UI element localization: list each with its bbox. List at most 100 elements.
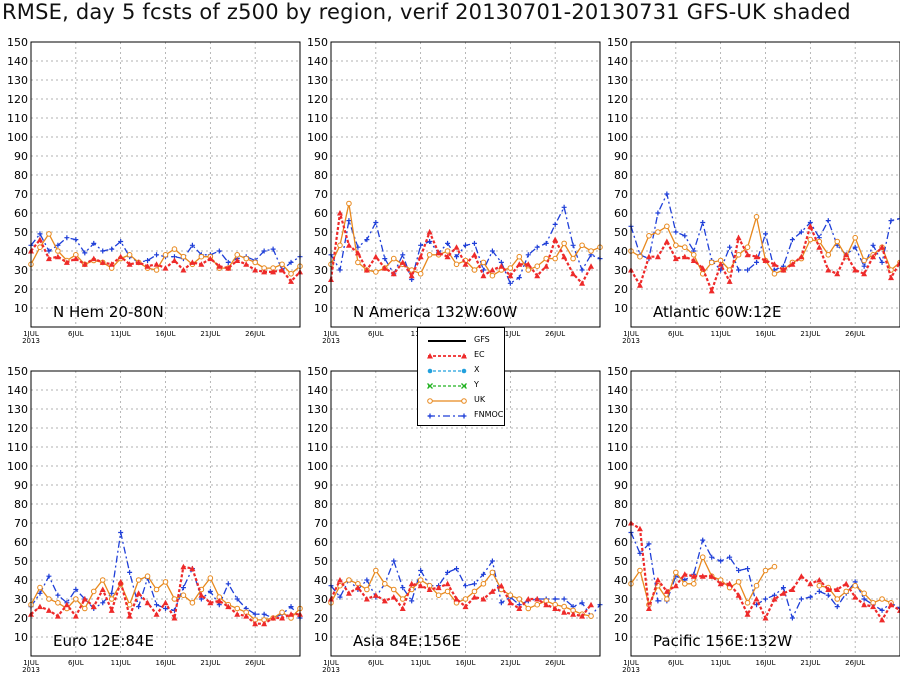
y-tick-label: 40 (314, 574, 328, 587)
data-point-uk (364, 586, 370, 593)
data-point-ec (690, 573, 697, 579)
x-tick-label: 11JUL (711, 659, 731, 667)
data-point-uk (570, 255, 576, 262)
data-point-ec (645, 605, 652, 611)
data-point-fnmoc (745, 566, 751, 572)
data-point-fnmoc (507, 280, 513, 286)
data-point-fnmoc (727, 244, 733, 250)
y-tick-label: 70 (614, 517, 628, 530)
data-point-fnmoc (216, 248, 222, 254)
data-point-uk (471, 588, 478, 595)
data-point-ec (762, 257, 769, 263)
data-point-fnmoc (682, 233, 688, 239)
data-point-uk (444, 588, 451, 595)
data-point-fnmoc (400, 252, 406, 258)
y-tick-label: 10 (614, 302, 628, 315)
y-tick-label: 20 (14, 283, 28, 296)
data-point-uk (480, 259, 487, 266)
data-point-fnmoc (861, 596, 867, 602)
data-point-fnmoc (154, 252, 160, 258)
legend-entry-x: X (418, 364, 504, 378)
data-point-uk (525, 267, 532, 273)
data-point-uk (637, 253, 643, 260)
data-point-ec (708, 287, 715, 294)
data-point-ec (525, 261, 532, 267)
x-tick-label: 26JUL (545, 330, 565, 338)
panel-frame (30, 370, 301, 657)
data-point-fnmoc (516, 275, 522, 281)
x-tick-label: 11JUL (111, 659, 131, 667)
region-label: Pacific 156E:132W (653, 632, 792, 650)
data-point-ec (261, 620, 268, 627)
y-tick-label: 80 (314, 498, 328, 511)
panel-frame (630, 41, 900, 328)
data-point-fnmoc (46, 248, 52, 254)
x-tick-label: 21JUL (200, 330, 220, 338)
data-point-fnmoc (118, 239, 124, 244)
y-tick-label: 20 (314, 283, 328, 296)
data-point-uk (37, 584, 43, 591)
data-point-fnmoc (225, 259, 231, 265)
x-tick-label: 16JUL (756, 330, 776, 338)
y-tick-label: 90 (14, 150, 28, 163)
data-point-ec (825, 586, 832, 592)
x-tick-label: 26JUL (845, 659, 865, 667)
data-point-uk (279, 609, 285, 616)
data-point-ec (498, 582, 505, 589)
y-tick-label: 140 (607, 55, 628, 68)
data-point-uk (699, 554, 706, 561)
data-point-ec (462, 603, 469, 610)
data-point-uk (37, 244, 43, 250)
data-point-ec (645, 253, 652, 260)
data-point-ec (336, 210, 343, 216)
data-point-uk (825, 252, 832, 258)
data-point-fnmoc (73, 237, 79, 243)
data-point-ec (252, 267, 259, 273)
data-point-ec (480, 596, 487, 602)
data-point-ec (636, 282, 643, 288)
data-point-ec (708, 573, 715, 579)
data-point-fnmoc (579, 600, 585, 606)
data-point-fnmoc (552, 221, 558, 227)
data-point-ec (408, 272, 415, 279)
y-tick-label: 140 (307, 55, 328, 68)
data-point-uk (816, 582, 823, 589)
data-point-uk (373, 567, 379, 574)
x-tick-label: 16JUL (156, 659, 176, 667)
y-tick-label: 30 (14, 593, 28, 606)
data-point-ec (144, 263, 151, 269)
x-tick-year-label: 2013 (622, 337, 640, 345)
data-point-uk (489, 272, 496, 279)
data-point-ec (363, 267, 370, 273)
y-tick-label: 100 (307, 131, 328, 144)
data-point-uk (708, 259, 715, 266)
data-point-ec (417, 253, 424, 260)
region-label: N Hem 20-80N (53, 303, 164, 321)
data-point-ec (816, 577, 823, 583)
data-point-uk (346, 200, 352, 207)
x-tick-label: 16JUL (456, 659, 476, 667)
data-point-ec (570, 270, 577, 277)
y-tick-label: 120 (607, 422, 628, 435)
data-point-ec (834, 270, 841, 277)
legend-label: GFS (474, 335, 490, 344)
y-tick-label: 20 (314, 612, 328, 625)
data-point-uk (435, 592, 442, 599)
data-point-fnmoc (418, 568, 424, 573)
y-tick-label: 150 (307, 36, 328, 49)
data-point-uk (588, 613, 594, 619)
data-point-ec (270, 268, 277, 275)
y-tick-label: 60 (314, 536, 328, 549)
data-point-fnmoc (852, 244, 858, 250)
data-point-uk (762, 567, 769, 574)
data-point-fnmoc (55, 592, 61, 598)
data-point-fnmoc (427, 239, 433, 244)
data-point-fnmoc (109, 590, 115, 596)
legend-swatch (427, 353, 467, 359)
data-point-ec (444, 253, 451, 260)
data-point-ec (726, 580, 733, 587)
data-point-uk (744, 600, 751, 606)
data-point-fnmoc (561, 204, 567, 210)
data-point-fnmoc (82, 250, 88, 256)
chart-panel: 10 20 30 40 50 60 70 80 90 100 110 120 130 140 150 1JUL… (7, 365, 303, 674)
